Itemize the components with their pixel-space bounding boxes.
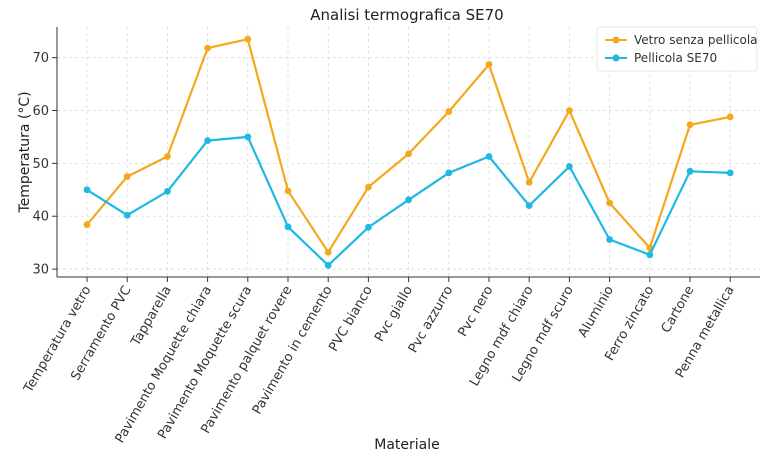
data-point-s0-5: [284, 187, 292, 195]
y-tick-label: 40: [32, 210, 49, 225]
data-point-s0-16: [726, 113, 734, 121]
data-point-s0-6: [324, 248, 332, 256]
data-point-s1-13: [606, 236, 613, 243]
data-point-s1-8: [405, 196, 412, 204]
x-tick-label: Pavimento in cemento: [250, 283, 336, 417]
x-tick-label: Tapparella: [128, 284, 175, 350]
data-point-s0-8: [405, 150, 412, 158]
data-point-s0-11: [525, 178, 533, 186]
y-tick-label: 50: [32, 157, 49, 172]
data-point-s0-0: [83, 221, 91, 229]
data-point-s0-2: [164, 153, 171, 160]
data-point-s1-6: [324, 261, 332, 269]
y-tick-label: 60: [32, 104, 49, 119]
legend: Vetro senza pellicola Pellicola SE70: [596, 26, 758, 72]
y-axis-title: Temperatura (°C): [17, 91, 33, 213]
x-tick-label: Aluminio: [576, 283, 617, 340]
data-point-s1-7: [365, 223, 372, 231]
data-point-s0-12: [566, 107, 573, 114]
data-point-s0-13: [606, 199, 613, 207]
y-tick-label: 30: [32, 263, 49, 278]
legend-marker-vetro: [612, 36, 620, 44]
data-point-s1-11: [525, 202, 533, 210]
data-point-s1-15: [686, 167, 694, 175]
data-point-s0-3: [204, 44, 212, 52]
data-point-s0-15: [686, 121, 694, 129]
legend-label-vetro: Vetro senza pellicola: [634, 33, 758, 47]
data-point-s0-10: [485, 61, 493, 68]
legend-box: [596, 26, 758, 72]
data-point-s1-0: [83, 186, 91, 194]
data-point-s0-1: [123, 173, 131, 180]
data-point-s0-4: [244, 35, 252, 43]
x-tick-label: Pvc giallo: [372, 283, 416, 344]
legend-marker-pellicola: [612, 54, 620, 62]
data-point-s1-3: [204, 137, 212, 145]
legend-label-pellicola: Pellicola SE70: [634, 51, 717, 65]
data-point-s1-10: [485, 153, 493, 160]
chart-title: Analisi termografica SE70: [310, 6, 503, 24]
x-tick-label: Cartone: [659, 284, 698, 336]
y-tick-label: 70: [32, 51, 49, 66]
data-point-s0-7: [365, 183, 372, 191]
data-point-s1-4: [244, 133, 252, 141]
data-point-s1-2: [164, 187, 171, 195]
data-point-s1-16: [726, 169, 734, 177]
data-point-s1-14: [646, 251, 654, 259]
data-point-s0-9: [445, 108, 453, 115]
y-axis-ticks: 30 40 50 60 70: [32, 51, 57, 278]
series-layer: [83, 35, 734, 269]
x-axis-title: Materiale: [374, 437, 440, 453]
x-tick-label: Pvc nero: [455, 283, 496, 339]
data-point-s1-9: [445, 169, 453, 177]
data-point-s1-5: [284, 223, 292, 231]
data-point-s1-1: [123, 211, 131, 219]
data-point-s1-12: [566, 163, 573, 170]
